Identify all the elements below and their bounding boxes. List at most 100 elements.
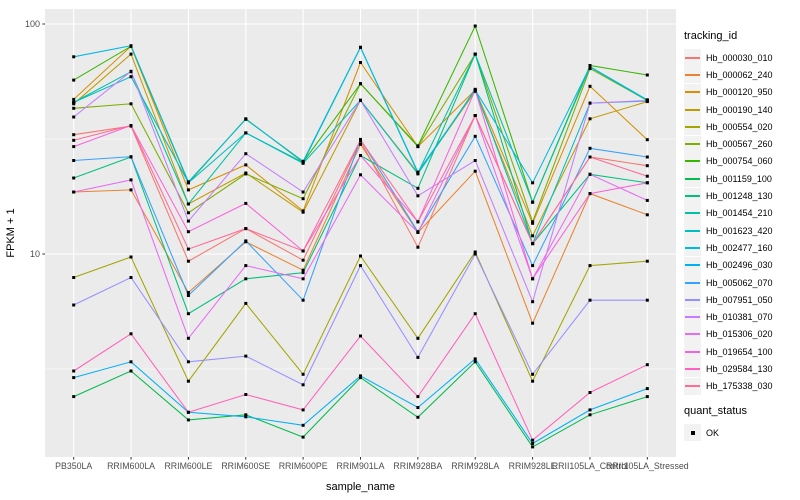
data-point [72,395,76,399]
legend-item-Hb_001248_130: Hb_001248_130 [684,187,798,205]
legend-line-swatch-icon [684,256,701,274]
legend-item-Hb_000062_240: Hb_000062_240 [684,66,798,84]
data-point [531,445,535,449]
data-point [645,73,649,77]
legend-line-swatch-icon [684,187,701,205]
legend-item-label: Hb_000754_060 [706,156,773,167]
data-point [72,106,76,110]
data-point [186,291,190,294]
x-tick-label: RRIM928BA [393,461,442,471]
data-point [473,159,477,162]
data-point [72,159,76,162]
data-point [416,336,420,340]
data-point [645,363,649,367]
legend-item-label: Hb_019654_100 [706,346,773,357]
legend-line-swatch-icon [684,377,701,395]
data-point [301,197,305,201]
legend-line-swatch-icon [684,360,701,378]
data-point [244,277,248,281]
data-point [531,372,535,376]
data-point [645,155,649,159]
data-point [72,276,76,279]
x-tick-label: RRII105LA_Stressed [606,461,689,471]
data-point [186,360,190,364]
legend-item-label: Hb_001623_420 [706,225,773,236]
data-point [186,294,190,297]
legend-line-swatch-icon [684,101,701,119]
legend-item-label: Hb_010381_070 [706,312,773,323]
legend-item-Hb_175338_030: Hb_175338_030 [684,377,798,395]
legend-line-swatch-icon [684,118,701,136]
data-point [359,264,362,268]
data-point [473,24,477,28]
data-point [129,255,133,259]
data-point [531,200,535,204]
data-point [72,78,76,82]
ok-square-icon [684,424,701,442]
legend-line-swatch-icon [684,152,701,170]
data-point [416,355,420,359]
legend-line-swatch-icon [684,343,701,361]
data-point [244,201,248,205]
x-tick-label: RRIM928LA [451,461,499,471]
legend-item-label: OK [706,427,720,438]
data-point [129,155,133,159]
data-point [359,142,362,146]
legend-title-tracking-id: tracking_id [684,30,738,42]
data-point [186,410,190,414]
legend-item-Hb_000754_060: Hb_000754_060 [684,152,798,170]
data-point [473,134,477,138]
data-point [473,88,477,92]
legend-line-swatch-icon [684,66,701,84]
data-point [359,45,362,49]
legend-item-label: Hb_175338_030 [706,381,773,392]
data-point [645,198,649,202]
data-point [186,336,190,340]
data-point [531,300,535,304]
data-point [244,163,248,167]
data-point [301,159,305,163]
data-point [416,220,420,224]
legend-item-Hb_000120_950: Hb_000120_950 [684,83,798,101]
x-tick-label: RRIM901LA [337,461,385,471]
data-point [531,321,535,325]
data-point [531,277,535,281]
x-axis-title: sample_name [326,481,395,493]
legend-item-Hb_010381_070: Hb_010381_070 [684,308,798,326]
x-tick-label: RRIM600PE [279,461,328,471]
data-point [588,65,592,69]
data-point [588,391,592,394]
data-point [244,301,248,305]
data-point [645,395,649,399]
data-point [244,354,248,358]
legend-line-swatch-icon [684,83,701,101]
data-point [359,173,362,177]
legend-item-Hb_005062_070: Hb_005062_070 [684,274,798,291]
x-tick-label: RRIM600LA [107,461,155,471]
data-point [129,360,133,364]
legend-item-label: Hb_002496_030 [706,260,773,271]
legend-item-label: Hb_029584_130 [706,363,773,374]
legend-item-Hb_001159_100: Hb_001159_100 [684,170,798,188]
legend-item-Hb_002496_030: Hb_002496_030 [684,256,798,274]
data-point [416,144,420,148]
y-tick-label: 100 [25,19,40,29]
data-point [244,413,248,417]
data-point [531,442,535,445]
data-point [129,332,133,336]
data-point [244,393,248,396]
data-point [186,180,190,184]
data-point [301,383,305,387]
data-point [588,408,592,412]
data-point [186,418,190,422]
data-point [72,115,76,119]
data-point [588,67,592,71]
data-point [301,423,305,427]
x-tick-label: RRII105LA_Control [552,461,628,471]
data-point [301,258,305,262]
legend-line-swatch-icon [684,291,701,309]
data-point [588,155,592,159]
legend-item-label: Hb_001454_210 [706,208,773,219]
data-point [588,264,592,268]
